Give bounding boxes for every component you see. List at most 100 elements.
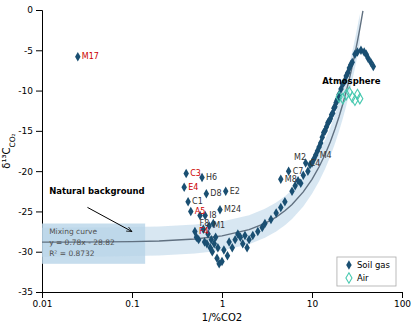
point [278, 203, 283, 212]
marks [42, 11, 376, 269]
tick-mark [36, 50, 42, 51]
tick-label: 0.1 [125, 299, 139, 309]
point [75, 52, 80, 61]
chart: 0.01 0.1 1 10 100 0 -5 -10 -15 -20 -25 -30 -35 1/%CO2… [0, 0, 412, 326]
tick-mark [36, 171, 42, 172]
point-label: C4 [310, 159, 321, 168]
y-axis: 0 -5 -10 -15 -20 -25 -30 -35 [18, 5, 42, 297]
annotations: Atmosphere Natural background Mixing curve… [49, 52, 381, 258]
tick-label: 1 [220, 299, 226, 309]
tick-label: 100 [394, 299, 411, 309]
legend-box [337, 257, 396, 286]
tick: -35 [18, 287, 42, 297]
tick-mark [36, 10, 42, 11]
tick-label: -25 [18, 207, 33, 217]
point-label: M2 [294, 153, 306, 162]
point-label: C1 [192, 197, 203, 206]
annotation: y = 0.78x - 28.82 [49, 238, 115, 247]
point [268, 215, 273, 224]
x-axis: 0.01 0.1 1 10 100 [32, 292, 411, 309]
point [215, 243, 220, 252]
tick-label: 0 [27, 5, 33, 15]
tick-label: -30 [18, 247, 33, 257]
point-label: M17 [82, 52, 99, 61]
tick-mark [36, 211, 42, 212]
confidence-band [42, 14, 360, 257]
tick-label: -20 [18, 167, 33, 177]
point-label: C7 [293, 167, 304, 176]
annotation: Natural background [49, 186, 145, 196]
tick: 0.01 [32, 292, 52, 309]
tick-label: -10 [18, 86, 33, 96]
axis-line [36, 11, 43, 293]
point [240, 239, 245, 248]
tick-label: -15 [18, 126, 33, 136]
point [223, 187, 228, 196]
annotation: Atmosphere [322, 76, 380, 86]
legend-marker [346, 273, 352, 284]
axis-line [43, 293, 403, 299]
point [183, 169, 188, 178]
y-axis-title: δ¹³CCO₂ [1, 133, 17, 168]
tick: 0.1 [125, 292, 139, 309]
legend-item: Air [346, 273, 369, 284]
tick: -15 [18, 126, 42, 136]
tick-label: -35 [18, 287, 33, 297]
point [230, 243, 235, 252]
annotation: Mixing curve [49, 227, 97, 236]
point [188, 207, 193, 216]
point [298, 178, 303, 187]
point [210, 247, 215, 256]
point-label: M4 [320, 151, 332, 160]
tick-mark [402, 292, 403, 298]
point-label: F8 [200, 219, 210, 228]
tick-label: 0.01 [32, 299, 52, 309]
legend-item: Soil gas [346, 260, 390, 270]
tick-mark [36, 131, 42, 132]
plot: 0.01 0.1 1 10 100 0 -5 -10 -15 -20 -25 -30 -35 1/%CO2… [1, 5, 411, 323]
point [244, 243, 249, 252]
point [350, 58, 355, 67]
x-axis-title: 1/%CO2 [202, 312, 242, 323]
point [278, 174, 283, 183]
point-label: H6 [206, 173, 217, 182]
point [255, 227, 260, 236]
point-label: E2 [230, 187, 240, 196]
point [204, 189, 209, 198]
point-label: M8 [285, 175, 297, 184]
point-label: F4 [199, 227, 209, 236]
point-label: M1 [213, 221, 225, 230]
annotation: R² = 0.8732 [49, 249, 95, 258]
tick: -20 [18, 167, 42, 177]
tick: 0 [27, 5, 42, 15]
tick: -5 [24, 46, 42, 56]
point [282, 197, 287, 206]
tick: -30 [18, 247, 42, 257]
legend: Soil gas Air [337, 257, 396, 286]
tick: 10 [307, 292, 319, 309]
point-label: I8 [209, 211, 216, 220]
point [371, 62, 376, 71]
point [225, 251, 230, 260]
point [219, 257, 224, 266]
point [217, 205, 222, 214]
tick-mark [36, 91, 42, 92]
point [343, 89, 349, 100]
tick: -25 [18, 207, 42, 217]
point-label: A5 [195, 207, 206, 216]
tick-mark [132, 292, 133, 298]
mixing-curve [42, 11, 363, 242]
tick-mark [312, 292, 313, 298]
tick: 1 [220, 292, 226, 309]
tick-label: 10 [307, 299, 319, 309]
point [357, 93, 363, 104]
point [213, 232, 218, 241]
point-label: M24 [224, 205, 241, 214]
legend-marker [346, 260, 351, 269]
point-label: D8 [210, 189, 221, 198]
point [181, 183, 186, 192]
legend-label: Air [357, 273, 369, 283]
tick-mark [222, 292, 223, 298]
tick: -10 [18, 86, 42, 96]
point [250, 231, 255, 240]
